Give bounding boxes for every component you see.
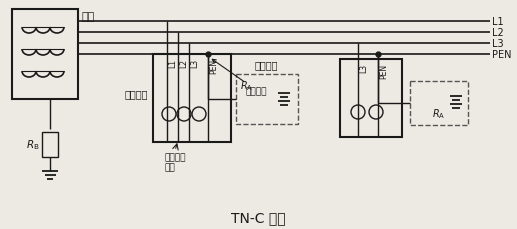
Text: $R_{\mathrm{B}}$: $R_{\mathrm{B}}$ (26, 138, 40, 152)
Text: TN-C 系统: TN-C 系统 (231, 210, 286, 224)
Text: L3: L3 (492, 39, 504, 49)
Text: L3: L3 (359, 64, 368, 73)
Text: PEN: PEN (492, 50, 511, 60)
Bar (410, 82, 468, 125)
Text: $R_{\mathrm{A}}$: $R_{\mathrm{A}}$ (432, 107, 446, 120)
Text: L1: L1 (168, 59, 177, 68)
Text: 部分: 部分 (165, 162, 176, 171)
Bar (42, 132, 58, 157)
Bar (340, 60, 402, 137)
Bar (12, 10, 78, 100)
Text: $R_{\mathrm{A}}$: $R_{\mathrm{A}}$ (240, 79, 253, 92)
Text: PEN: PEN (379, 64, 388, 79)
Text: 电气设备: 电气设备 (125, 89, 148, 99)
Text: 电气装置: 电气装置 (254, 60, 278, 70)
Text: L1: L1 (492, 17, 504, 27)
Text: L3: L3 (190, 59, 199, 68)
Text: 重复接地: 重复接地 (212, 60, 267, 95)
Bar (153, 55, 231, 142)
Text: PEN: PEN (209, 59, 218, 74)
Bar (236, 75, 298, 124)
Text: 外露导电: 外露导电 (165, 152, 187, 161)
Text: 电源: 电源 (81, 12, 94, 22)
Text: L2: L2 (492, 28, 504, 38)
Text: L2: L2 (179, 59, 188, 68)
